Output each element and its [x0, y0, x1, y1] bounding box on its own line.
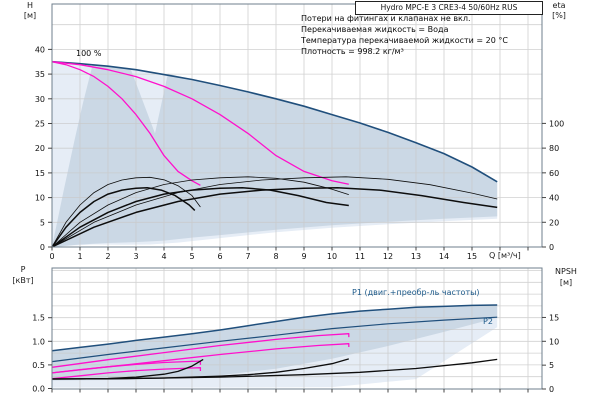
left-tick-label: 40 [35, 45, 45, 54]
left-tick-label: 0.0 [32, 385, 45, 394]
npsh-axis-unit: [м] [559, 278, 573, 287]
left-tick-label: 0 [40, 243, 45, 252]
curve-power-1pump-p1[interactable] [51, 360, 202, 374]
curve-eta-2pumps-thin[interactable] [51, 176, 349, 248]
curve-power-1pump-p2[interactable] [51, 367, 202, 380]
right-tick-label: 15 [549, 313, 559, 322]
right-tick-label: 10 [549, 337, 559, 346]
left-tick-label: 25 [35, 120, 45, 129]
curve-eta-1pump-thin[interactable] [51, 176, 201, 248]
left-tick-label: 1.5 [32, 314, 45, 323]
speed-100pct-label: 100 % [76, 49, 102, 58]
right-tick-label: 20 [549, 218, 559, 227]
x-tick-label: 8 [273, 252, 278, 261]
x-tick-label: 4 [161, 252, 166, 261]
head-capacity-group: 0 1 2 3 4 5 6 7 8 9 10 11 12 13 14 15051015202530354002… [35, 3, 564, 261]
x-tick-label: 2 [105, 252, 110, 261]
power-npsh-group: 0.0 0.5 1.0 1.5 0 5 10 15 [32, 267, 559, 394]
curve-npsh-3pumps[interactable] [51, 358, 498, 380]
x-tick-label: 5 [189, 252, 194, 261]
curve-max-speed-curve-3pumps[interactable] [51, 60, 498, 183]
x-tick-label: 0 [49, 252, 54, 261]
curve-eta-1pump-thick[interactable] [51, 186, 196, 248]
curve-pump-curve-2pumps-100pct[interactable] [51, 61, 349, 185]
power-npsh-ticks [48, 316, 546, 393]
curve-eta-2pumps-thick[interactable] [51, 186, 349, 248]
eta-axis-unit: [%] [552, 11, 566, 20]
right-tick-label: 80 [549, 144, 559, 153]
left-tick-label: 20 [35, 144, 45, 153]
curve-p2-power-curve[interactable] [51, 316, 498, 363]
q-axis-label: Q [м³/ч] [489, 251, 521, 260]
left-tick-label: 10 [35, 194, 45, 203]
right-tick-label: 0 [549, 385, 554, 394]
left-tick-label: 35 [35, 70, 45, 79]
x-tick-label: 9 [301, 252, 306, 261]
info-line-density: Плотность = 998.2 кг/м³ [301, 47, 404, 56]
x-tick-label: 3 [133, 252, 138, 261]
left-tick-label: 0.5 [32, 361, 45, 370]
p-axis-label: P [20, 265, 26, 274]
x-tick-label: 11 [355, 252, 365, 261]
p-axis-unit: [кВт] [12, 276, 34, 285]
left-tick-label: 5 [40, 218, 45, 227]
x-tick-label: 13 [411, 252, 421, 261]
x-tick-label: 7 [245, 252, 250, 261]
chart-title: Hydro MPC-E 3 CRE3-4 50/60Hz RUS [355, 1, 543, 15]
curve-eta-3pumps-thin[interactable] [51, 176, 498, 248]
x-tick-label: 15 [467, 252, 477, 261]
curve-p1-power-curve[interactable] [51, 304, 498, 352]
p2-curve-label: P2 [483, 317, 493, 326]
curve-power-2pumps-p1[interactable] [51, 333, 350, 368]
power-npsh-tick-labels: 0.0 0.5 1.0 1.5 0 5 10 15 [32, 313, 559, 394]
curve-eta-3pumps-thick[interactable] [51, 186, 498, 248]
right-tick-label: 60 [549, 169, 559, 178]
curve-pump-curve-1pump-100pct[interactable] [51, 61, 201, 186]
power-npsh-frame [51, 267, 543, 390]
x-tick-label: 6 [217, 252, 222, 261]
x-tick-label: 12 [383, 252, 393, 261]
conditions-text: Потери на фитингах и клапанах не вкл. Пе… [301, 13, 508, 57]
operating-range-continuous [52, 64, 498, 247]
head-capacity-frame [51, 3, 543, 248]
right-tick-label: 0 [549, 243, 554, 252]
p1-curve-label: P1 (двиг.+преобр-ль частоты) [352, 288, 480, 297]
left-tick-label: 30 [35, 95, 45, 104]
head-capacity-grid [52, 4, 542, 247]
right-tick-label: 40 [549, 194, 559, 203]
info-line-temperature: Температура перекачиваемой жидкости = 20… [301, 36, 508, 45]
head-capacity-tick-labels: 0 1 2 3 4 5 6 7 8 9 10 11 12 13 14 15051015202530354002… [35, 45, 564, 261]
h-axis-label: H [26, 1, 33, 10]
npsh-axis-label: NPSH [555, 267, 577, 276]
x-tick-label: 14 [439, 252, 449, 261]
h-axis-unit: [м] [23, 11, 37, 20]
left-tick-label: 15 [35, 169, 45, 178]
left-tick-label: 1.0 [32, 337, 45, 346]
eta-axis-label: eta [552, 1, 566, 10]
x-tick-label: 10 [327, 252, 337, 261]
info-line-losses: Потери на фитингах и клапанах не вкл. [301, 14, 471, 23]
right-tick-label: 100 [549, 119, 564, 128]
head-capacity-ticks [48, 48, 546, 251]
right-tick-label: 5 [549, 361, 554, 370]
info-line-liquid: Перекачиваемая жидкость = Вода [301, 25, 449, 34]
x-tick-label: 1 [77, 252, 82, 261]
